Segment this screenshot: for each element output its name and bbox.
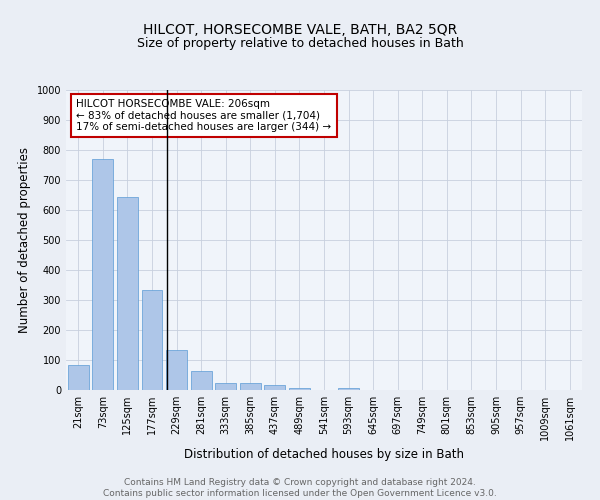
Text: HILCOT HORSECOMBE VALE: 206sqm
← 83% of detached houses are smaller (1,704)
17% : HILCOT HORSECOMBE VALE: 206sqm ← 83% of … (76, 99, 331, 132)
Bar (215, 382, 236, 390)
Bar (92, 159, 113, 390)
Bar (338, 388, 359, 390)
Text: Contains HM Land Registry data © Crown copyright and database right 2024.
Contai: Contains HM Land Registry data © Crown c… (103, 478, 497, 498)
X-axis label: Distribution of detached houses by size in Bath: Distribution of detached houses by size … (184, 448, 464, 462)
Bar (289, 388, 310, 390)
Bar (117, 198, 138, 390)
Bar (68, 365, 89, 390)
Text: Size of property relative to detached houses in Bath: Size of property relative to detached ho… (137, 38, 463, 51)
Bar (240, 384, 261, 390)
Bar (265, 385, 286, 390)
Text: HILCOT, HORSECOMBE VALE, BATH, BA2 5QR: HILCOT, HORSECOMBE VALE, BATH, BA2 5QR (143, 22, 457, 36)
Y-axis label: Number of detached properties: Number of detached properties (18, 147, 31, 333)
Bar (191, 372, 212, 390)
Bar (142, 290, 163, 390)
Bar (166, 350, 187, 390)
